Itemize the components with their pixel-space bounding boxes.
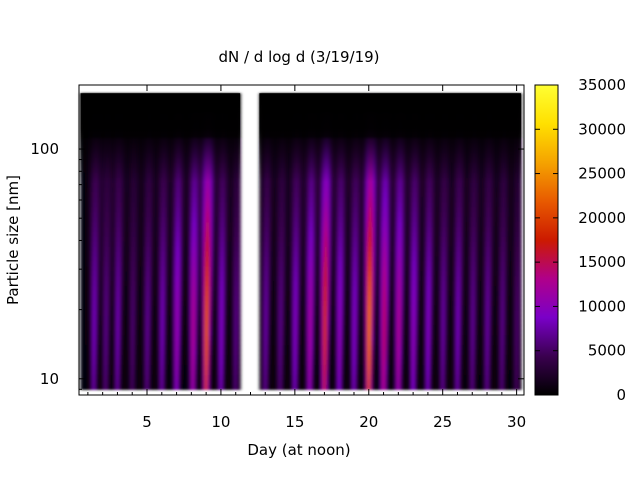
plot-area [79,85,524,395]
chart-title: dN / d log d (3/19/19) [218,48,379,66]
